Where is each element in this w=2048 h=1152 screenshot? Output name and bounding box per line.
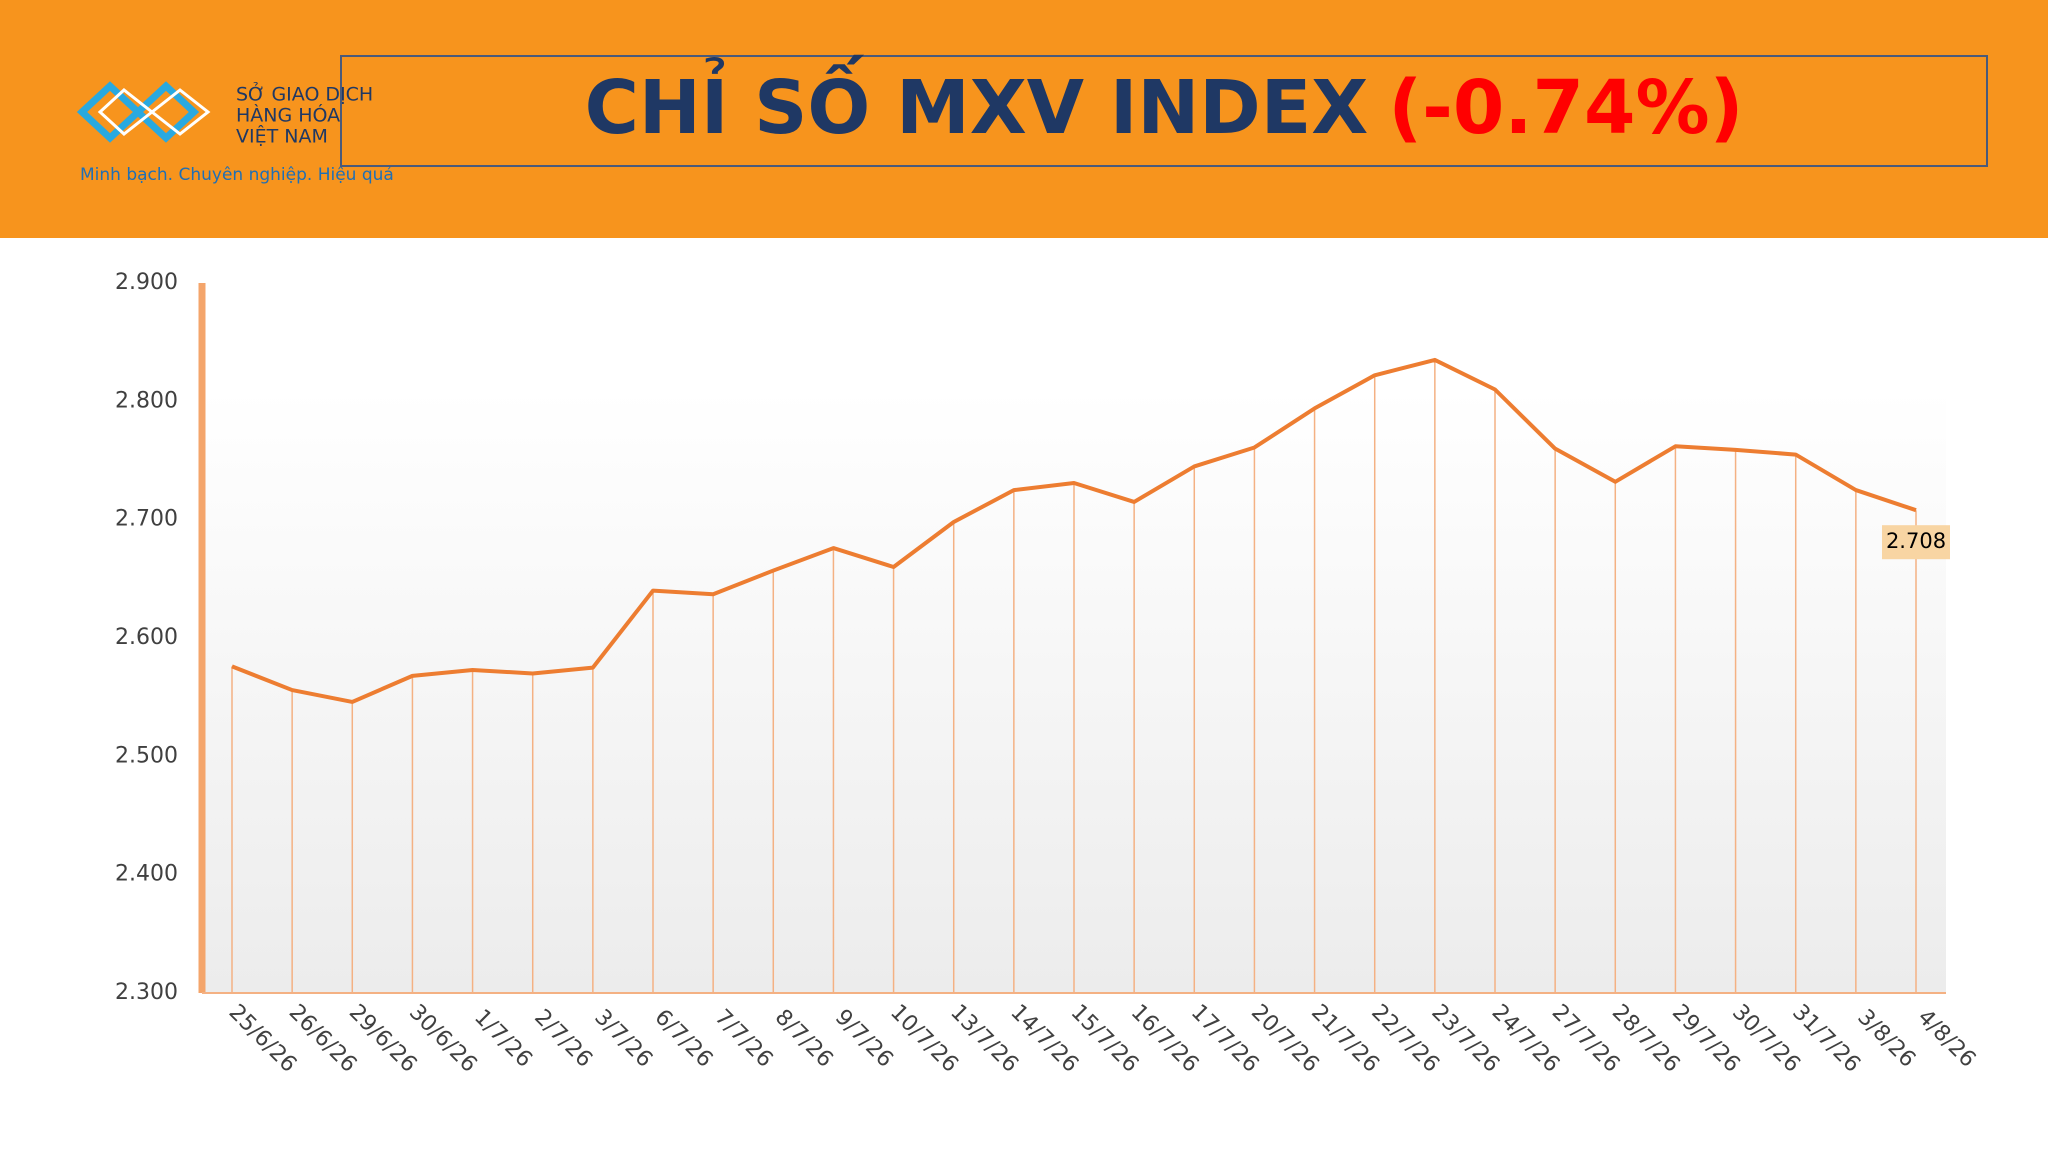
logo [76,81,211,143]
y-tick-label: 2.800 [115,388,178,413]
data-label: 2.708 [1886,529,1946,553]
line [231,357,1917,704]
x-tick-label: 6/7/26 [650,1005,718,1073]
y-tick-label: 2.900 [115,270,178,295]
logo-line: SỞ GIAO DỊCH [236,81,373,106]
x-tick-label: 1/7/26 [469,1005,537,1073]
title-box [340,55,1988,167]
x-tick-label: 3/8/26 [1852,1005,1920,1073]
y-tick-label: 2.700 [115,507,178,532]
y-tick-label: 2.600 [115,625,178,650]
logo-line: HÀNG HÓA [236,103,340,127]
title: CHỈ SỐ MXV INDEX (-0.74%) [585,54,1744,151]
slogan: Minh bạch. Chuyên nghiệp. Hiệu quả [80,165,394,185]
y-tick-label: 2.400 [115,862,178,887]
x-tick-label: 8/7/26 [770,1005,838,1073]
y-tick-label: 2.500 [115,743,178,768]
x-tick-label: 7/7/26 [710,1005,778,1073]
title-text: CHỈ SỐ MXV INDEX [585,54,1369,151]
x-tick-label: 3/7/26 [589,1005,657,1073]
x-tick-label: 4/8/26 [1913,1005,1981,1073]
logo-line: VIỆT NAM [236,125,328,148]
data-label-box [1882,525,1950,560]
x-tick-label: 2/7/26 [529,1005,597,1073]
y-tick-label: 2.300 [115,980,178,1005]
title-change: (-0.74%) [1388,65,1743,151]
x-tick-label: 31/7/26 [1787,1000,1865,1078]
x-tick-label: 30/6/26 [404,1000,482,1078]
